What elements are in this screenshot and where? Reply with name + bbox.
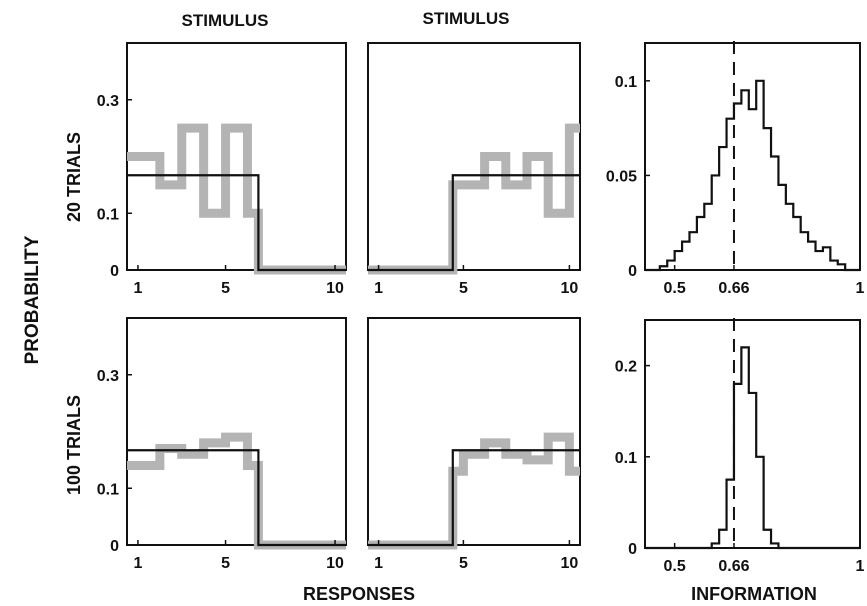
x-tick-label: 1 bbox=[133, 280, 142, 297]
x-tick-label: 5 bbox=[221, 555, 230, 572]
y-tick-label: 0.1 bbox=[615, 450, 637, 467]
y-tick-label: 0.1 bbox=[97, 481, 119, 498]
plot-frame bbox=[126, 317, 347, 546]
black-step-series bbox=[368, 174, 580, 272]
black-step-series bbox=[127, 174, 346, 272]
gray-step-series bbox=[127, 123, 346, 275]
x-tick-label: 1 bbox=[374, 280, 383, 297]
black-step-series bbox=[127, 449, 346, 547]
x-axis-label-information: INFORMATION bbox=[691, 584, 817, 604]
x-axis-label-responses: RESPONSES bbox=[303, 584, 415, 604]
x-tick-label: 1 bbox=[133, 555, 142, 572]
x-tick-label: 1 bbox=[374, 555, 383, 572]
x-tick-label: 5 bbox=[221, 280, 230, 297]
row-label-20-trials: 20 TRIALS bbox=[64, 132, 84, 222]
black-step-series bbox=[645, 79, 860, 272]
x-tick-label: 10 bbox=[561, 555, 579, 572]
panel-20-trials-stimulus-1: 1 5 10 0 0.1 0.3 bbox=[97, 42, 347, 297]
y-tick-label: 0.05 bbox=[606, 168, 637, 185]
panel-20-trials-information: 0.5 0.66 1 0 0.05 0.1 bbox=[606, 41, 865, 297]
x-tick-label: 5 bbox=[459, 555, 468, 572]
col-title-stimulus-2: STIMULUS bbox=[423, 9, 510, 28]
x-tick-label: 0.66 bbox=[718, 280, 749, 297]
gray-step-series bbox=[368, 123, 580, 275]
x-tick-label: 10 bbox=[326, 280, 344, 297]
y-axis-label-probability: PROBABILITY bbox=[22, 235, 43, 364]
row-label-100-trials: 100 TRIALS bbox=[64, 395, 84, 495]
gray-step-series bbox=[127, 432, 346, 550]
panel-100-trials-stimulus-1: 1 5 10 0 0.1 0.3 bbox=[97, 317, 347, 572]
y-tick-label: 0.3 bbox=[97, 93, 119, 110]
y-tick-label: 0.1 bbox=[97, 206, 119, 223]
x-tick-label: 1 bbox=[856, 280, 865, 297]
panel-100-trials-information: 0.5 0.66 1 0 0.1 0.2 bbox=[615, 318, 865, 575]
panel-100-trials-stimulus-2: 1 5 10 bbox=[367, 317, 581, 572]
gray-step-series bbox=[368, 432, 580, 550]
panel-20-trials-stimulus-2: 1 5 10 bbox=[367, 42, 581, 297]
x-tick-label: 10 bbox=[561, 280, 579, 297]
x-tick-label: 5 bbox=[459, 280, 468, 297]
y-tick-label: 0.1 bbox=[615, 74, 637, 91]
x-tick-label: 0.5 bbox=[664, 280, 686, 297]
plot-frame bbox=[367, 42, 581, 271]
y-tick-label: 0.3 bbox=[97, 368, 119, 385]
plot-frame bbox=[367, 317, 581, 546]
x-tick-label: 10 bbox=[326, 555, 344, 572]
y-tick-label: 0 bbox=[628, 263, 637, 280]
plot-frame bbox=[644, 42, 861, 271]
y-tick-label: 0 bbox=[628, 541, 637, 558]
x-tick-label: 0.66 bbox=[718, 558, 749, 575]
y-tick-label: 0.2 bbox=[615, 359, 637, 376]
plot-frame bbox=[644, 319, 861, 549]
x-tick-label: 0.5 bbox=[664, 558, 686, 575]
y-tick-label: 0 bbox=[110, 263, 119, 280]
black-step-series bbox=[368, 449, 580, 547]
y-tick-label: 0 bbox=[110, 538, 119, 555]
black-step-series bbox=[645, 346, 860, 550]
x-tick-label: 1 bbox=[856, 558, 865, 575]
col-title-stimulus-1: STIMULUS bbox=[182, 11, 269, 30]
